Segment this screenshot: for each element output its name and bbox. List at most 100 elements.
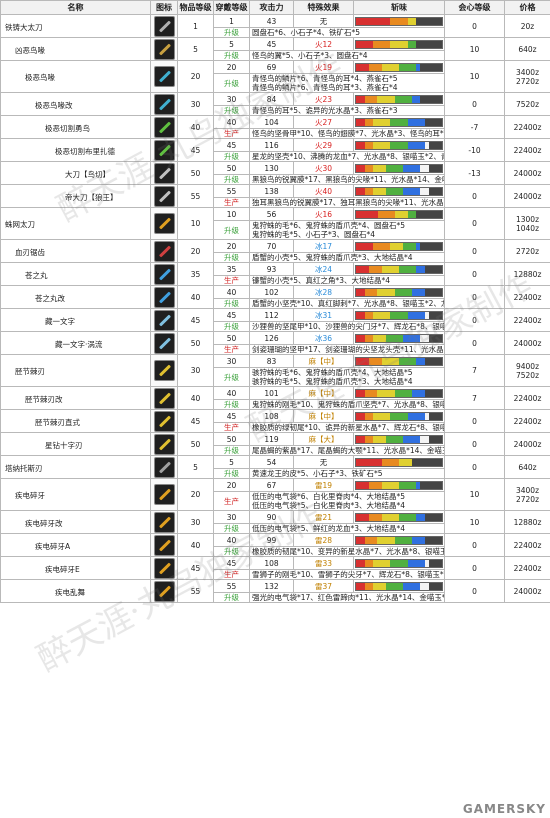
table-row: 疾电碎牙改 30 30 90 雷21 10 12880z: [0, 510, 550, 534]
craft-type-cell: 生产: [213, 197, 250, 208]
sharpness-segment: [390, 559, 408, 567]
sharpness-bar: [355, 140, 443, 150]
materials-text: 剑姿珊瑚的坚甲*17、剑姿珊瑚的尖坚龙头壳*11、光水晶*14、金喵玉*3: [252, 345, 444, 354]
weapon-name-cell: 苍之丸改: [0, 285, 151, 309]
sharpness-cell: [353, 92, 445, 106]
longsword-icon: [153, 511, 175, 533]
price-cell: 3400z 2720z: [504, 478, 550, 511]
longsword-icon: [153, 162, 175, 184]
sharpness-segment: [364, 118, 374, 126]
slots-cell: 10: [213, 207, 250, 221]
sharpness-segment: [411, 288, 425, 296]
weapon-icon-cell: [150, 331, 178, 355]
special-cell: 麻【大】: [293, 432, 354, 446]
sharpness-cell: [353, 308, 445, 322]
craft-type-label: 升级: [224, 225, 239, 235]
sharpness-segment: [356, 164, 365, 172]
price-value: 22400z: [513, 292, 542, 302]
weapon-icon-cell: [150, 556, 178, 580]
sharpness-bar: [355, 39, 443, 49]
weapon-icon-cell: [150, 510, 178, 534]
attack-cell: 101: [249, 386, 294, 400]
special-cell: 麻【中】: [293, 386, 354, 400]
affinity-cell: 0: [444, 556, 505, 580]
craft-type-label: 升级: [224, 400, 239, 409]
craft-type-cell: 生产: [213, 422, 250, 433]
table-row: 大刀【鸟切】 50 50 130 火30 -13 24000z: [0, 161, 550, 185]
sharpness-segment: [364, 141, 374, 149]
sharpness-segment: [398, 357, 417, 365]
attack-cell: 69: [249, 60, 294, 74]
rarity-cell: 45: [177, 138, 214, 162]
special-cell: 冰31: [293, 308, 354, 322]
price-cell: 3400z 2720z: [504, 60, 550, 93]
price-value: 22400z: [513, 393, 542, 403]
sharpness-bar: [355, 16, 443, 26]
craft-type-label: 升级: [224, 106, 239, 115]
sharpness-segment: [364, 435, 374, 443]
rarity-cell: 55: [177, 184, 214, 208]
slots-cell: 55: [213, 184, 250, 198]
header-row: 名称 图标 物品等级 穿戴等级 攻击力 特殊效果 斩味 会心等级 价格: [0, 0, 550, 15]
craft-type-label: 生产: [224, 345, 239, 354]
weapon-icon-cell: [150, 354, 178, 387]
sharpness-segment: [373, 311, 391, 319]
sharpness-segment: [390, 412, 408, 420]
price-cell: 22400z: [504, 386, 550, 410]
craft-type-cell: 生产: [213, 344, 250, 355]
sharpness-segment: [416, 242, 421, 250]
materials-text: 雪狮子的刚毛*10、雪狮子的尖牙*7、辉龙石*8、银喵玉*2、白化里脊肉*4: [252, 570, 444, 579]
header-rarity: 物品等级: [177, 0, 214, 15]
table-row: 疾电乱舞 55 55 132 雷37 0 24000z: [0, 579, 550, 603]
special-cell: 冰28: [293, 285, 354, 299]
slots-cell: 20: [213, 60, 250, 74]
sharpness-cell: [353, 207, 445, 221]
sharpness-segment: [368, 513, 382, 521]
special-cell: 火23: [293, 92, 354, 106]
materials-text: 骇狩蛛的毛*6、鬼狩蛛的盾爪壳*4、大地结晶*5: [252, 368, 413, 378]
longsword-icon: [153, 387, 175, 409]
slots-cell: 5: [213, 455, 250, 469]
materials-cell: 黑狼鸟的锐翼膜*17、黑狼鸟的尖喙*11、光水晶*14、金喵玉*3: [249, 174, 445, 185]
attack-cell: 130: [249, 161, 294, 175]
longsword-icon: [153, 580, 175, 602]
weapon-icon-cell: [150, 478, 178, 511]
price-cell: 22400z: [504, 285, 550, 309]
slots-cell: 30: [213, 92, 250, 106]
sharpness-segment: [368, 265, 382, 273]
table-row-materials: 升级 强光的电气袋*17、红色雷蹄肉*11、光水晶*14、金喵玉*4: [1, 592, 550, 603]
price-value: 2720z: [515, 494, 540, 504]
affinity-cell: 0: [444, 285, 505, 309]
sharpness-cell: [353, 409, 445, 423]
weapon-name: 疾电碎牙E: [45, 564, 80, 574]
sharpness-segment: [356, 118, 365, 126]
longsword-icon: [153, 433, 175, 455]
sharpness-segment: [403, 164, 421, 172]
weapon-name: 苍之丸改: [35, 293, 65, 303]
sharpness-cell: [353, 262, 445, 276]
materials-text: 沙狸兽的坚尾甲*10、沙狸兽的尖门牙*7、辉龙石*8、银喵玉*2、龙头壳*4: [252, 322, 444, 331]
weapon-name: 凶恶鸟喙: [15, 45, 45, 55]
price-cell: 22400z: [504, 556, 550, 580]
weapon-name: 极恶鸟喙改: [35, 100, 73, 110]
weapon-name-cell: 疾电碎牙E: [0, 556, 151, 580]
price-value: 22400z: [513, 315, 542, 325]
weapon-name-cell: 星钻十字刃: [0, 432, 151, 456]
price-value: 7520z: [515, 370, 540, 380]
slots-cell: 50: [213, 331, 250, 345]
sharpness-bar: [355, 209, 443, 219]
weapon-name: 蛛网太刀: [5, 220, 35, 229]
materials-text: 盾蟹的小坚壳*10、真红脚刺*7、光水晶*8、银喵玉*2、龙头壳*4: [252, 299, 444, 308]
attack-cell: 84: [249, 92, 294, 106]
sharpness-bar: [355, 356, 443, 366]
table-row: 蛛网太刀 10 10 56 火16 0 1300z 1040z: [0, 207, 550, 240]
sharpness-segment: [386, 334, 404, 342]
sharpness-segment: [356, 17, 391, 25]
slots-cell: 20: [213, 239, 250, 253]
weapon-name-cell: 蛛网太刀: [0, 207, 151, 240]
price-cell: 22400z: [504, 138, 550, 162]
sharpness-segment: [377, 95, 395, 103]
affinity-cell: 7: [444, 386, 505, 410]
sharpness-segment: [416, 265, 425, 273]
craft-type-label: 升级: [224, 469, 239, 478]
